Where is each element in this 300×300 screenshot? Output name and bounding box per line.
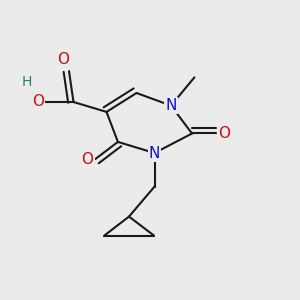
Text: N: N	[165, 98, 177, 113]
Text: O: O	[32, 94, 44, 110]
Text: O: O	[81, 152, 93, 166]
Text: O: O	[218, 126, 230, 141]
Text: H: H	[22, 76, 32, 89]
Text: O: O	[57, 52, 69, 67]
Text: N: N	[149, 146, 160, 160]
